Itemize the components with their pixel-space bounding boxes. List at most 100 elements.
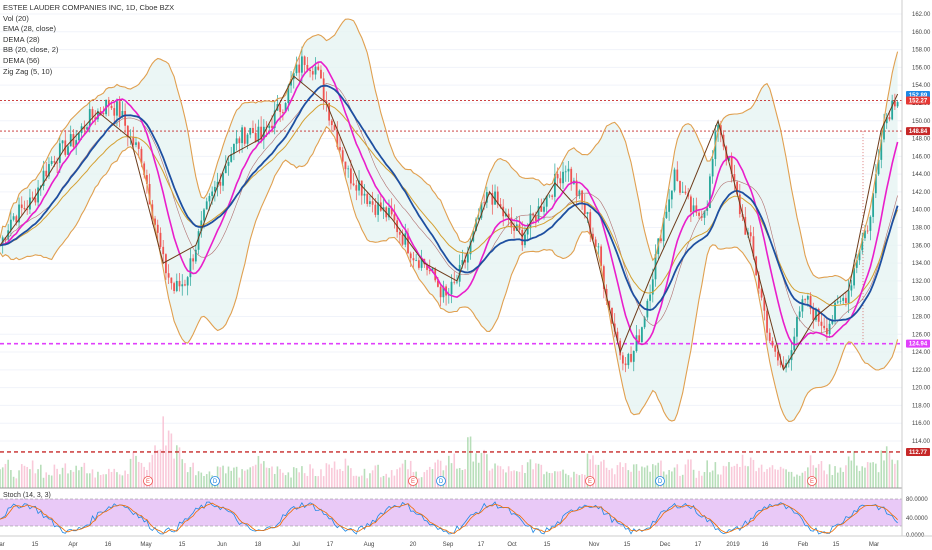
price-tick: 154.00 [912, 83, 931, 89]
volume-bar [616, 465, 619, 488]
time-tick: Apr [68, 542, 77, 548]
volume-bar [371, 470, 374, 488]
candle-body [12, 216, 15, 220]
indicator-volume[interactable]: Vol (20) [3, 13, 29, 23]
candle-body [77, 133, 80, 141]
volume-bar [480, 452, 483, 488]
volume-bar [434, 462, 436, 488]
candle-body [537, 206, 540, 221]
volume-bar [219, 467, 222, 488]
candle-body [643, 317, 646, 328]
volume-bar [437, 459, 439, 488]
volume-bar [807, 467, 809, 488]
volume-bar [339, 468, 341, 488]
candle-body [298, 64, 301, 73]
chart-title[interactable]: ESTEE LAUDER COMPANIES INC, 1D, Cboe BZX [3, 3, 175, 12]
volume-bar [423, 472, 426, 488]
candle-body [203, 209, 205, 221]
candle-body [698, 212, 700, 216]
volume-bar [26, 466, 28, 488]
volume-bar [94, 477, 96, 488]
price-tick: 136.00 [912, 243, 931, 249]
candle-body [864, 230, 866, 239]
volume-bar [573, 471, 575, 488]
price-tick: 140.00 [912, 208, 931, 214]
candle-body [287, 85, 290, 104]
volume-bar [592, 455, 594, 488]
volume-bar [864, 467, 866, 488]
volume-bar [369, 473, 371, 488]
candle-body [456, 281, 458, 283]
time-axis[interactable]: ar 15 Apr 16 May 15 Jun 18 Jul 17 Aug 20 Sep 17 Oct 15 N… [0, 542, 879, 548]
event-label: E [146, 479, 150, 485]
volume-bar [331, 467, 333, 488]
indicator-dema28[interactable]: DEMA (28) [3, 34, 40, 44]
candle-body [578, 190, 581, 196]
volume-bar [681, 474, 684, 488]
indicator-ema[interactable]: EMA (28, close) [3, 24, 56, 34]
volume-bar [325, 463, 328, 488]
price-tick: 114.00 [912, 439, 931, 445]
volume-bar [839, 467, 842, 488]
volume-bar [170, 433, 173, 488]
stoch-tick: 80.0000 [906, 497, 928, 503]
time-tick: 15 [179, 542, 186, 548]
candle-body [515, 224, 518, 231]
candle-body [502, 206, 505, 217]
volume-bar [360, 475, 363, 488]
candle-body [760, 288, 763, 298]
candle-body [219, 181, 222, 186]
candle-body [728, 157, 730, 161]
candle-body [632, 350, 635, 362]
volume-bar [143, 466, 145, 488]
time-tick: Nov [589, 542, 600, 548]
candle-body [480, 202, 483, 218]
candle-body [461, 259, 464, 266]
volume-bar [15, 478, 18, 488]
indicator-bb[interactable]: BB (20, close, 2) [3, 45, 59, 55]
time-tick: 16 [762, 542, 769, 548]
time-tick: 15 [544, 542, 551, 548]
volume-bar [83, 462, 86, 488]
volume-bar [842, 471, 844, 488]
candle-body [798, 311, 801, 318]
volume-bar [380, 477, 382, 488]
candle-body [469, 241, 472, 255]
candle-body [252, 127, 254, 134]
bb-lower [0, 125, 899, 422]
candle-body [624, 363, 627, 366]
volume-bar [309, 464, 311, 488]
volume-bar [885, 446, 888, 488]
volume-bars [0, 416, 899, 488]
volume-bar [238, 477, 241, 488]
volume-bar [581, 474, 583, 488]
candle-body [102, 112, 105, 115]
volume-bar [10, 470, 12, 488]
volume-bar [105, 474, 107, 488]
price-tick: 116.00 [912, 421, 931, 427]
candle-body [352, 183, 355, 186]
price-axis[interactable]: 162.00160.00158.00156.00154.00152.00150.… [912, 12, 931, 445]
indicator-dema56[interactable]: DEMA (56) [3, 55, 40, 65]
candle-body [118, 101, 121, 117]
volume-bar [828, 464, 831, 488]
volume-bar [646, 465, 649, 488]
candle-body [83, 126, 86, 130]
indicator-zigzag[interactable]: Zig Zag (5, 10) [3, 66, 53, 76]
volume-bar [826, 474, 828, 488]
candle-body [181, 284, 184, 287]
volume-bar [167, 430, 170, 488]
volume-bar [785, 469, 787, 488]
stoch-label[interactable]: Stoch (14, 3, 3) [3, 492, 51, 499]
volume-bar [184, 463, 186, 488]
dema56-line [0, 84, 899, 322]
volume-bar [665, 474, 668, 488]
candle-body [662, 217, 665, 242]
candle-body [404, 233, 407, 245]
candle-body [749, 232, 752, 237]
volume-bar [720, 474, 722, 488]
candle-body [891, 100, 894, 120]
volume-bar [632, 464, 635, 488]
